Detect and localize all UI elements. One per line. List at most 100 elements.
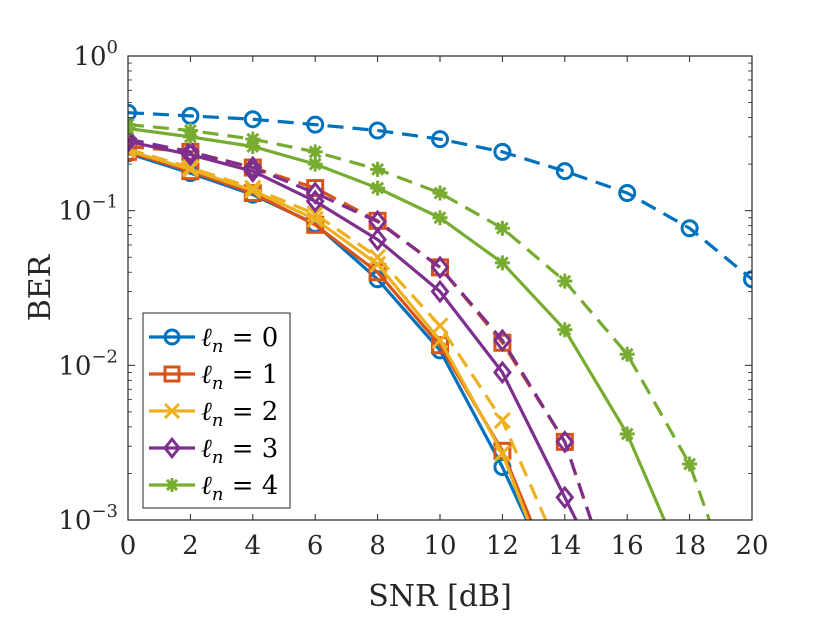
marker-diamond xyxy=(305,189,325,214)
legend-var: ℓ xyxy=(201,323,212,353)
series-line-dashed xyxy=(128,147,548,520)
series-line-dashed xyxy=(128,111,752,281)
marker-x xyxy=(493,444,511,462)
series-4-solid xyxy=(128,120,667,520)
marker-asterisk xyxy=(307,144,323,160)
y-tick-base: 10 xyxy=(58,506,91,536)
marker-circle xyxy=(743,270,752,289)
marker-asterisk xyxy=(307,156,323,172)
x-tick-label: 12 xyxy=(486,531,519,561)
marker-asterisk xyxy=(494,220,510,236)
marker-circle xyxy=(680,219,699,238)
legend-entry: ℓn = 4 xyxy=(149,471,278,505)
series-3-solid xyxy=(128,129,578,520)
marker-circle xyxy=(306,115,325,134)
marker-diamond xyxy=(243,155,263,180)
marker-square xyxy=(306,179,325,198)
legend-sub: n xyxy=(212,447,224,468)
marker-circle xyxy=(368,121,387,140)
legend-sub: n xyxy=(212,336,224,357)
legend-rhs: = 1 xyxy=(223,360,278,390)
marker-asterisk xyxy=(370,161,386,177)
series-line-dashed xyxy=(128,137,593,520)
x-tick-label: 6 xyxy=(307,531,324,561)
legend-rhs: = 4 xyxy=(223,471,278,501)
y-tick-base: 10 xyxy=(58,351,91,381)
series-line-solid xyxy=(128,126,667,520)
marker-asterisk xyxy=(619,346,635,362)
marker-x xyxy=(306,210,324,228)
legend-entry: ℓn = 1 xyxy=(149,360,278,394)
legend-var: ℓ xyxy=(201,397,212,427)
y-tick-label: 10−1 xyxy=(58,192,118,227)
marker-x xyxy=(163,402,181,420)
x-axis-label: SNR [dB] xyxy=(368,579,512,614)
series-2-solid xyxy=(128,141,530,520)
x-tick-label: 20 xyxy=(735,531,768,561)
marker-diamond xyxy=(492,360,512,385)
y-tick-exponent: 0 xyxy=(107,37,118,58)
marker-asterisk xyxy=(165,478,179,492)
x-tick-label: 10 xyxy=(423,531,456,561)
marker-diamond xyxy=(180,142,200,167)
legend-var: ℓ xyxy=(201,471,212,501)
series-line-solid xyxy=(128,148,530,520)
marker-asterisk xyxy=(245,138,261,154)
series-line-solid xyxy=(128,139,578,520)
marker-circle xyxy=(128,103,137,122)
marker-circle xyxy=(163,328,181,346)
marker-diamond xyxy=(555,485,575,510)
marker-asterisk xyxy=(682,456,698,472)
marker-asterisk xyxy=(432,210,448,226)
legend-var: ℓ xyxy=(201,360,212,390)
legend-sub: n xyxy=(212,410,224,431)
marker-circle xyxy=(243,110,262,129)
marker-x xyxy=(431,331,449,349)
legend-label: ℓn = 3 xyxy=(201,434,278,468)
marker-asterisk xyxy=(432,185,448,201)
y-tick-exponent: −1 xyxy=(91,192,118,213)
marker-asterisk xyxy=(557,273,573,289)
marker-diamond xyxy=(368,227,388,252)
series-line-dashed xyxy=(128,123,711,520)
x-tick-label: 4 xyxy=(245,531,262,561)
y-tick-label: 10−3 xyxy=(58,501,118,536)
x-tick-label: 8 xyxy=(369,531,386,561)
legend-rhs: = 0 xyxy=(223,323,278,353)
marker-x xyxy=(493,411,511,430)
marker-circle xyxy=(555,162,574,181)
legend-entry: ℓn = 3 xyxy=(149,434,278,468)
series-0-dashed xyxy=(128,103,752,289)
legend-label: ℓn = 1 xyxy=(201,360,278,394)
x-tick-label: 0 xyxy=(120,531,137,561)
legend-label: ℓn = 2 xyxy=(201,397,278,431)
marker-diamond xyxy=(128,129,138,154)
marker-diamond xyxy=(180,140,200,164)
y-tick-label: 10−2 xyxy=(58,346,118,381)
marker-diamond xyxy=(430,255,450,280)
marker-diamond xyxy=(555,430,575,454)
marker-square xyxy=(493,441,512,460)
marker-x xyxy=(431,317,449,335)
legend-sub: n xyxy=(212,484,224,505)
marker-asterisk xyxy=(557,322,573,338)
legend-entry: ℓn = 0 xyxy=(149,323,278,357)
marker-diamond xyxy=(243,159,263,183)
x-tick-label: 16 xyxy=(611,531,644,561)
marker-asterisk xyxy=(619,426,635,442)
legend: ℓn = 0ℓn = 1ℓn = 2ℓn = 3ℓn = 4 xyxy=(142,312,291,509)
marker-x xyxy=(244,181,262,200)
marker-circle xyxy=(431,130,449,149)
marker-x xyxy=(369,255,387,273)
series-line-solid xyxy=(128,151,529,520)
marker-square xyxy=(163,365,181,383)
y-axis-label: BER xyxy=(23,253,58,321)
x-tick-label: 18 xyxy=(673,531,706,561)
series-layer xyxy=(128,103,752,520)
y-tick-exponent: −2 xyxy=(91,346,118,367)
marker-diamond xyxy=(492,328,512,353)
y-tick-label: 100 xyxy=(73,37,118,72)
marker-x xyxy=(181,160,199,178)
